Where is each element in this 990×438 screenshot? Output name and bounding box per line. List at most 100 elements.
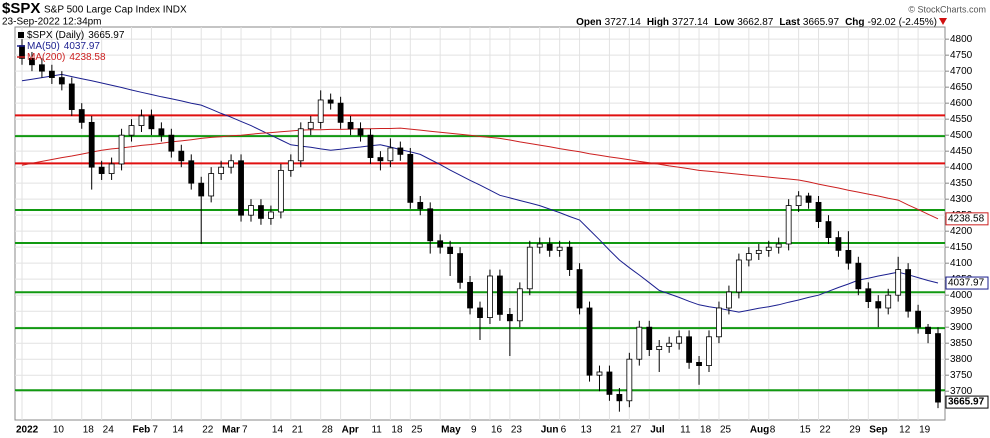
x-tick-label: 25 [720, 425, 732, 436]
candle-body [48, 70, 55, 78]
candle-body [905, 269, 912, 312]
candle-body [536, 243, 543, 248]
x-tick-label: 21 [292, 425, 304, 436]
x-tick-label: 14 [172, 425, 184, 436]
y-tick-label: 4150 [950, 242, 973, 253]
y-tick-label: 4400 [950, 162, 973, 173]
x-tick-label: 13 [581, 425, 593, 436]
legend-swatch [18, 32, 24, 38]
candle-body [526, 246, 533, 290]
x-tick-label: Jul [650, 425, 665, 436]
candle-body [795, 195, 802, 206]
x-tick-label: Sep [869, 425, 887, 436]
candle-body [337, 102, 344, 123]
y-tick-label: 3750 [950, 370, 973, 381]
candle-body [427, 208, 434, 242]
x-tick-label: 21 [610, 425, 622, 436]
last-value-box [945, 212, 989, 226]
candle-body [377, 157, 384, 162]
x-tick-label: 11 [371, 425, 382, 436]
candle-body [686, 336, 692, 363]
legend-value: 4037.97 [64, 41, 101, 52]
legend-name: MA(200) [27, 52, 65, 63]
y-tick-label: 4700 [950, 66, 973, 77]
stat-value: 3727.14 [605, 17, 642, 28]
chart-title: $SPX [2, 0, 40, 17]
legend-value: 4238.58 [69, 52, 106, 63]
candle-body [98, 166, 105, 174]
x-tick-label: 22 [202, 425, 214, 436]
candle-body [88, 121, 95, 168]
candle-body [188, 160, 195, 184]
candle-body [895, 269, 902, 296]
plot-frame [14, 26, 946, 421]
candle-body [287, 160, 294, 171]
x-tick-label: 11 [680, 425, 691, 436]
y-tick-label: 4100 [950, 258, 973, 269]
candle-body [118, 134, 125, 165]
candle-body [706, 336, 712, 366]
candle-body [78, 109, 85, 123]
y-tick-label: 4600 [950, 98, 973, 109]
candle-body [238, 160, 244, 216]
candle-body [387, 147, 394, 162]
candle-body [506, 313, 513, 322]
candle-body [258, 205, 264, 219]
candle-body [268, 211, 274, 219]
y-tick-label: 4350 [950, 178, 973, 189]
candle-body [39, 64, 45, 72]
candle-body [626, 358, 633, 402]
candle-body [317, 99, 324, 123]
y-tick-label: 4500 [950, 130, 973, 141]
x-tick-label: 8 [770, 425, 776, 436]
x-tick-label: 23 [511, 425, 523, 436]
candle-body [307, 121, 314, 130]
candle-body [676, 336, 683, 344]
candle-body [367, 134, 374, 158]
x-tick-label: 19 [919, 425, 931, 436]
candle-body [228, 160, 234, 168]
last-value-label: 4037.97 [948, 278, 985, 289]
y-tick-label: 3950 [950, 306, 973, 317]
candle-body [696, 361, 702, 366]
chart-date: 23-Sep-2022 12:34pm [2, 17, 102, 28]
y-tick-label: 4750 [950, 50, 973, 61]
x-tick-label: 14 [272, 425, 284, 436]
candle-body [576, 269, 583, 309]
candle-body [516, 288, 523, 322]
candle-body [785, 205, 792, 245]
x-tick-label: May [441, 425, 461, 436]
ma-line [21, 127, 939, 220]
candle-body [855, 262, 862, 290]
candle-body [616, 393, 623, 402]
candle-body [765, 246, 772, 251]
candle-body [716, 307, 722, 338]
candle-body [885, 294, 892, 309]
x-tick-label: 16 [491, 425, 503, 436]
legend-entry: MA(200) 4238.58 [27, 52, 106, 63]
candle-body [168, 134, 175, 152]
x-tick-label: 6 [561, 425, 567, 436]
x-tick-label: 9 [471, 425, 477, 436]
candle-body [407, 153, 414, 203]
candle-body [835, 237, 842, 251]
legend-value: 3665.97 [88, 30, 125, 41]
x-tick-label: 2022 [16, 425, 39, 436]
ma-line [21, 73, 939, 313]
candle-body [566, 246, 573, 270]
legend-entry: MA(50) 4037.97 [27, 41, 100, 52]
candle-body [178, 150, 185, 162]
x-tick-label: Feb [133, 425, 151, 436]
candle-body [477, 307, 483, 318]
candle-body [636, 326, 643, 360]
stat-value: 3665.97 [803, 17, 840, 28]
y-tick-label: 4200 [950, 226, 973, 237]
candle-body [457, 253, 463, 283]
candle-body [487, 275, 493, 318]
candle-body [915, 310, 921, 328]
stat-value: 3662.87 [737, 17, 774, 28]
candle-body [815, 201, 822, 222]
x-tick-label: Aug [750, 425, 769, 436]
candle-body [935, 333, 941, 403]
